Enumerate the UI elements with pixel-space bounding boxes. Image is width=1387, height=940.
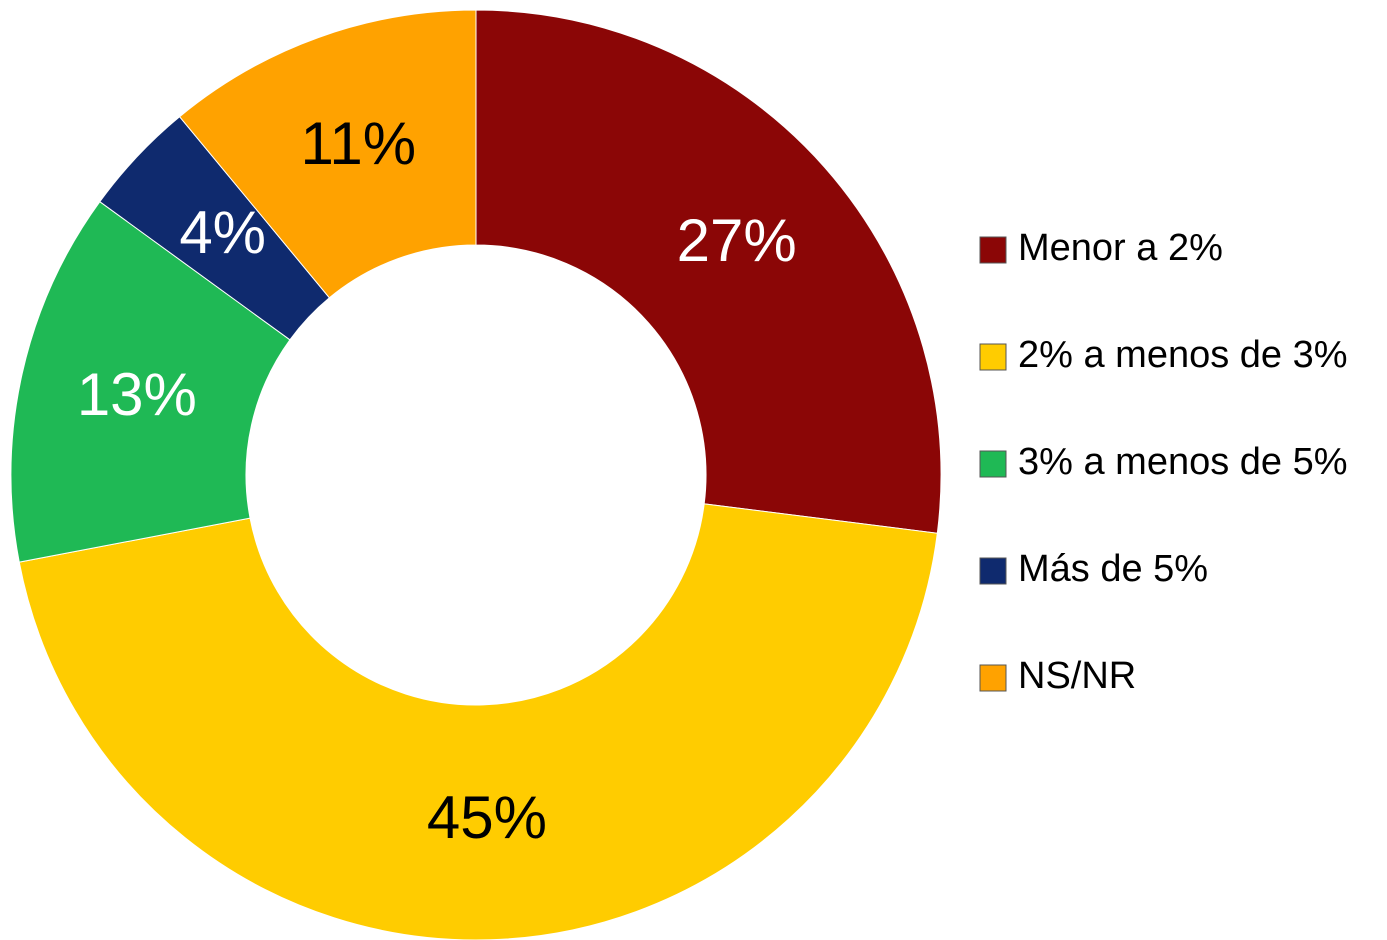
legend-swatch bbox=[979, 343, 1007, 371]
legend-swatch bbox=[979, 450, 1007, 478]
legend-swatch bbox=[979, 236, 1007, 264]
data-label: 45% bbox=[427, 784, 547, 851]
donut-segment bbox=[10, 200, 291, 563]
donut-segment bbox=[18, 503, 938, 940]
legend-swatch bbox=[979, 557, 1007, 585]
legend-swatch bbox=[979, 664, 1007, 692]
data-label: 4% bbox=[179, 199, 266, 266]
donut-segment bbox=[475, 9, 942, 534]
legend-label: 3% a menos de 5% bbox=[1018, 441, 1348, 483]
legend-label: Más de 5% bbox=[1018, 548, 1208, 590]
data-label: 13% bbox=[77, 361, 197, 428]
data-label: 27% bbox=[677, 207, 797, 274]
legend-label: NS/NR bbox=[1018, 655, 1136, 697]
data-label: 11% bbox=[300, 110, 416, 177]
legend-label: 2% a menos de 3% bbox=[1018, 334, 1348, 376]
legend-label: Menor a 2% bbox=[1018, 227, 1223, 269]
donut-segment bbox=[178, 9, 477, 299]
